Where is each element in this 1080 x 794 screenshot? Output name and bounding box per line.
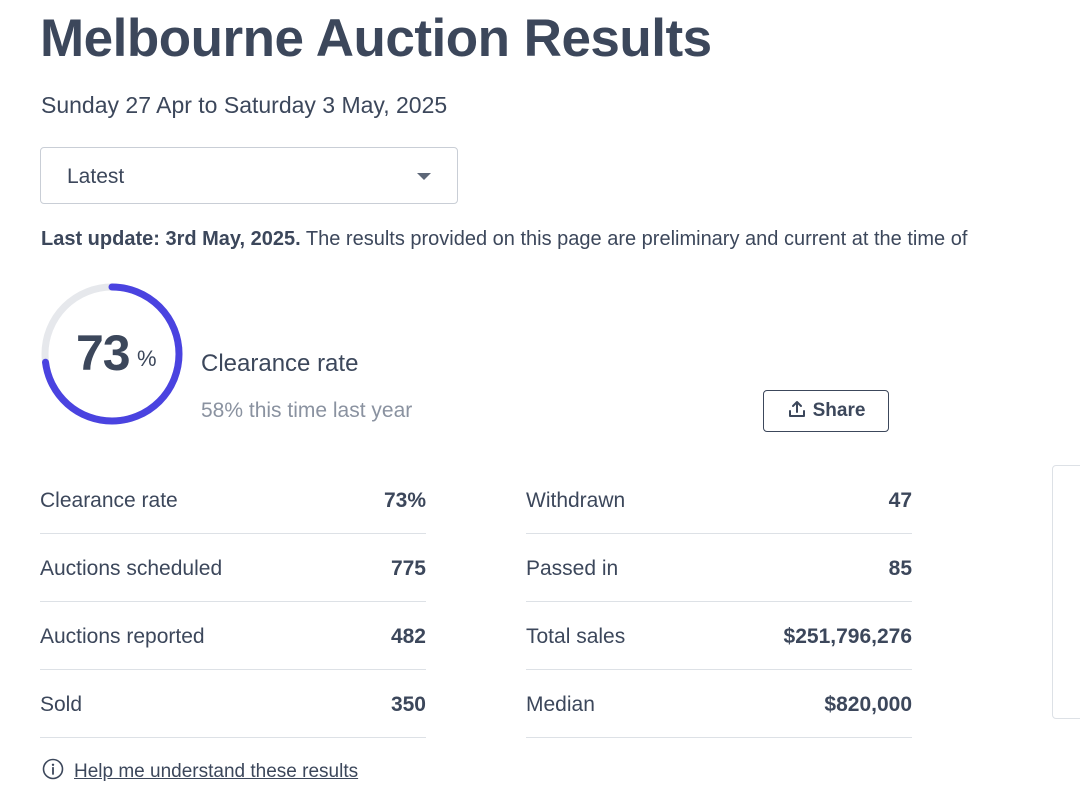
page-title: Melbourne Auction Results bbox=[40, 9, 712, 68]
stat-value: 482 bbox=[390, 624, 426, 648]
clearance-rate-label: Clearance rate bbox=[201, 350, 359, 377]
last-year-comparison: 58% this time last year bbox=[201, 399, 413, 422]
help-link-label: Help me understand these results bbox=[74, 760, 359, 782]
share-label: Share bbox=[812, 400, 866, 421]
last-update-date: Last update: 3rd May, 2025. bbox=[41, 228, 301, 250]
stat-label: Auctions reported bbox=[40, 624, 205, 648]
info-icon bbox=[42, 758, 64, 785]
stat-row-passed-in: Passed in 85 bbox=[526, 534, 912, 602]
stat-label: Withdrawn bbox=[526, 488, 626, 512]
stat-row-auctions-reported: Auctions reported 482 bbox=[40, 602, 426, 670]
stat-value: 47 bbox=[888, 488, 912, 512]
stat-row-withdrawn: Withdrawn 47 bbox=[526, 466, 912, 534]
update-note: Last update: 3rd May, 2025. The results … bbox=[41, 228, 967, 251]
stats-right-column: Withdrawn 47 Passed in 85 Total sales $2… bbox=[526, 466, 912, 738]
share-button[interactable]: Share bbox=[763, 390, 889, 432]
clearance-rate-gauge: 73 % bbox=[38, 280, 186, 428]
stats-left-column: Clearance rate 73% Auctions scheduled 77… bbox=[40, 466, 426, 738]
gauge-ring bbox=[41, 283, 183, 425]
stat-value: 350 bbox=[390, 692, 426, 716]
date-range: Sunday 27 Apr to Saturday 3 May, 2025 bbox=[41, 92, 448, 118]
gauge-unit: % bbox=[137, 346, 157, 371]
stat-value: 85 bbox=[888, 556, 912, 580]
stat-label: Total sales bbox=[526, 624, 626, 648]
period-select-value: Latest bbox=[67, 165, 125, 188]
stat-value: $251,796,276 bbox=[783, 624, 912, 648]
stat-value: 775 bbox=[390, 556, 426, 580]
chevron-down-icon bbox=[417, 173, 431, 180]
share-upload-icon bbox=[787, 399, 807, 424]
help-link[interactable]: Help me understand these results bbox=[42, 758, 358, 785]
gauge-number: 73 bbox=[76, 325, 131, 381]
stat-label: Passed in bbox=[526, 556, 619, 580]
gauge-fill bbox=[41, 283, 183, 425]
stat-row-total-sales: Total sales $251,796,276 bbox=[526, 602, 912, 670]
stat-row-clearance-rate: Clearance rate 73% bbox=[40, 466, 426, 534]
stat-label: Median bbox=[526, 692, 595, 716]
stat-label: Clearance rate bbox=[40, 488, 178, 512]
stat-value: 73% bbox=[383, 488, 426, 512]
stat-row-median: Median $820,000 bbox=[526, 670, 912, 738]
update-disclaimer: The results provided on this page are pr… bbox=[300, 228, 968, 250]
stat-label: Auctions scheduled bbox=[40, 556, 223, 580]
side-panel bbox=[1052, 465, 1080, 719]
stat-value: $820,000 bbox=[824, 692, 912, 716]
period-select[interactable]: Latest bbox=[40, 147, 458, 204]
stat-row-auctions-scheduled: Auctions scheduled 775 bbox=[40, 534, 426, 602]
stat-row-sold: Sold 350 bbox=[40, 670, 426, 738]
stat-label: Sold bbox=[40, 692, 83, 716]
